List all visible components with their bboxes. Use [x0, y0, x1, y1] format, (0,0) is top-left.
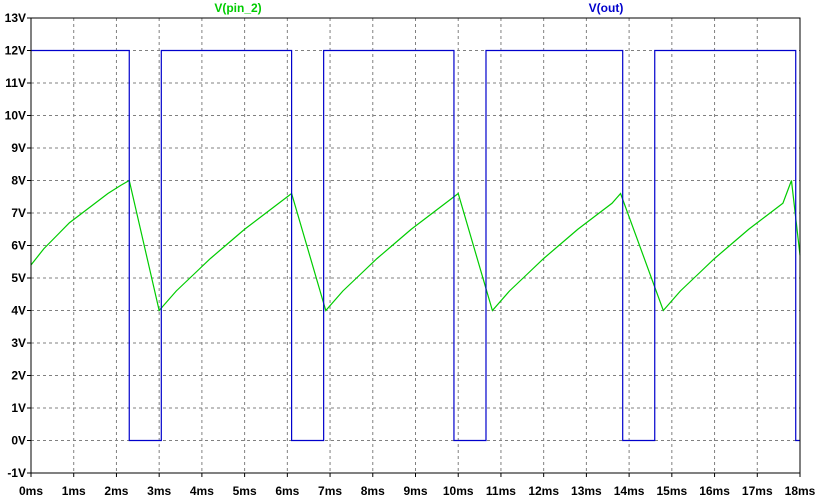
x-tick-label: 0ms [19, 484, 43, 498]
x-tick-label: 3ms [147, 484, 171, 498]
y-tick-label: 9V [11, 141, 26, 155]
y-tick-label: 12V [5, 44, 26, 58]
legend-label: V(out) [589, 1, 624, 15]
x-tick-label: 14ms [614, 484, 645, 498]
legend: V(pin_2) V(out) [214, 1, 623, 15]
x-tick-label: 5ms [233, 484, 257, 498]
x-tick-label: 16ms [699, 484, 730, 498]
series-line-v-pin-2 [30, 179, 801, 312]
y-tick-label: 4V [11, 304, 26, 318]
series-line-v-out [31, 49, 800, 442]
y-tick-label: 1V [11, 401, 26, 415]
x-tick-label: 18ms [785, 484, 816, 498]
x-tick-label: 9ms [403, 484, 427, 498]
series-group [30, 49, 801, 442]
x-tick-label: 7ms [318, 484, 342, 498]
legend-label: V(pin_2) [214, 1, 261, 15]
x-tick-label: 4ms [190, 484, 214, 498]
grid [31, 18, 800, 473]
x-tick-label: 1ms [62, 484, 86, 498]
y-tick-label: 2V [11, 369, 26, 383]
y-axis-ticks: -1V 0V 1V 2V 3V 4V 5V 6V 7V 8V 9V 10V 11V 12V 13V [5, 11, 31, 480]
x-tick-label: 13ms [571, 484, 602, 498]
y-tick-label: 5V [11, 271, 26, 285]
y-tick-label: 3V [11, 336, 26, 350]
y-tick-label: 10V [5, 109, 26, 123]
y-tick-label: 11V [5, 76, 26, 90]
x-tick-label: 2ms [104, 484, 128, 498]
x-tick-label: 15ms [656, 484, 687, 498]
x-tick-label: 12ms [528, 484, 559, 498]
x-tick-label: 8ms [361, 484, 385, 498]
y-tick-label: 0V [11, 434, 26, 448]
y-tick-label: 13V [5, 11, 26, 25]
y-tick-label: 7V [11, 206, 26, 220]
x-axis-ticks: 0ms 1ms 2ms 3ms 4ms 5ms 6ms 7ms 8ms 9ms 10ms 11ms 12… [19, 473, 816, 498]
y-tick-label: -1V [7, 466, 26, 480]
y-tick-label: 6V [11, 239, 26, 253]
x-tick-label: 11ms [486, 484, 516, 498]
x-tick-label: 6ms [275, 484, 299, 498]
x-tick-label: 17ms [742, 484, 773, 498]
y-tick-label: 8V [11, 174, 26, 188]
x-tick-label: 10ms [443, 484, 474, 498]
